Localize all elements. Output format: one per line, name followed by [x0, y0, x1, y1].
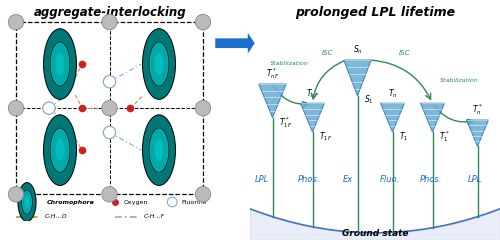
Ellipse shape [44, 29, 76, 99]
Polygon shape [300, 103, 324, 132]
Ellipse shape [50, 128, 70, 172]
Text: Chromophore: Chromophore [47, 199, 94, 204]
Text: $T_1^*$: $T_1^*$ [439, 129, 450, 144]
Circle shape [196, 14, 210, 30]
Circle shape [8, 101, 24, 116]
Ellipse shape [149, 42, 169, 86]
Text: LPL: LPL [468, 175, 482, 185]
Text: Oxygen: Oxygen [124, 199, 148, 204]
Text: $T_n$: $T_n$ [388, 88, 398, 100]
Ellipse shape [142, 29, 176, 99]
Text: LPL: LPL [255, 175, 269, 185]
Ellipse shape [44, 115, 76, 186]
Circle shape [104, 76, 116, 88]
Ellipse shape [142, 115, 176, 186]
Polygon shape [259, 84, 286, 118]
Circle shape [196, 186, 210, 202]
Circle shape [168, 197, 177, 207]
Text: Stabilization: Stabilization [440, 78, 479, 83]
Text: Ground state: Ground state [342, 228, 408, 238]
Text: Phos.: Phos. [298, 175, 320, 185]
Ellipse shape [154, 139, 164, 161]
Text: C-H…F: C-H…F [144, 214, 165, 219]
Circle shape [196, 101, 210, 116]
Text: $S_1$: $S_1$ [364, 93, 374, 106]
Text: $T_{1F}$: $T_{1F}$ [319, 131, 332, 143]
Polygon shape [344, 60, 371, 96]
Text: Phos.: Phos. [420, 175, 442, 185]
Text: aggregate-interlocking: aggregate-interlocking [34, 6, 187, 18]
Text: Stabilization: Stabilization [270, 61, 309, 66]
Circle shape [102, 14, 117, 30]
Text: Fluo.: Fluo. [380, 175, 400, 185]
Circle shape [43, 102, 55, 114]
Text: prolonged LPL lifetime: prolonged LPL lifetime [295, 6, 455, 19]
Circle shape [8, 186, 24, 202]
Text: $T_{1F}^*$: $T_{1F}^*$ [279, 115, 292, 130]
Ellipse shape [18, 183, 36, 222]
Ellipse shape [50, 42, 70, 86]
Text: $S_n$: $S_n$ [352, 44, 362, 56]
Text: ISC: ISC [399, 50, 411, 56]
Polygon shape [380, 103, 404, 132]
Text: $T_1$: $T_1$ [399, 131, 408, 143]
Text: ISC: ISC [322, 50, 333, 56]
Circle shape [102, 186, 117, 202]
Text: Fluorine: Fluorine [181, 199, 206, 204]
Text: Ex: Ex [342, 175, 353, 185]
Polygon shape [420, 103, 444, 132]
Text: C-H…O: C-H…O [44, 214, 67, 219]
Text: $T_n^*$: $T_n^*$ [472, 102, 483, 117]
Ellipse shape [56, 53, 64, 75]
Ellipse shape [24, 196, 29, 208]
Circle shape [104, 126, 116, 139]
Polygon shape [466, 120, 488, 146]
Circle shape [102, 101, 117, 116]
Ellipse shape [56, 139, 64, 161]
Text: $T_{nF}$: $T_{nF}$ [306, 88, 319, 100]
Ellipse shape [154, 53, 164, 75]
Circle shape [8, 14, 24, 30]
Text: $T_{nF}^*$: $T_{nF}^*$ [266, 66, 279, 81]
Ellipse shape [22, 190, 32, 214]
Ellipse shape [149, 128, 169, 172]
